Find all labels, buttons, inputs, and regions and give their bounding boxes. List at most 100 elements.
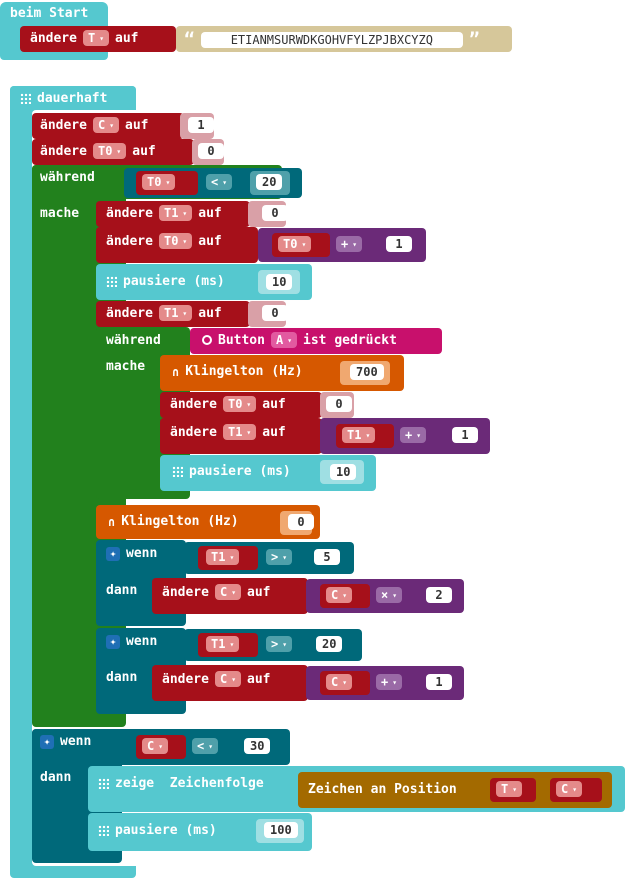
button-pressed-block[interactable] (190, 328, 442, 354)
var-dropdown-c[interactable]: C ▾ (92, 117, 120, 133)
headphones-icon: ∩ (108, 514, 116, 529)
to-label: auf (125, 117, 149, 133)
pause-label: pausiere (ms) (189, 464, 291, 479)
set-label: ändere (30, 30, 77, 46)
while-label: während (40, 170, 95, 185)
if-label: wenn (126, 634, 158, 649)
do-label: mache (40, 206, 80, 221)
set-label: ändere (170, 424, 217, 440)
number-input[interactable]: 2 (426, 587, 452, 603)
then-label: dann (106, 670, 138, 685)
number-input[interactable]: 5 (314, 549, 340, 565)
to-label: auf (132, 143, 156, 159)
set-label: ändere (40, 143, 87, 159)
to-label: auf (262, 396, 286, 412)
to-label: auf (198, 233, 222, 249)
grid-icon (98, 825, 109, 836)
tone-label: Klingelton (Hz) (121, 514, 239, 529)
gear-icon[interactable]: ✦ (106, 634, 120, 649)
operator-dropdown[interactable]: + ▾ (376, 674, 403, 690)
gear-icon[interactable]: ✦ (106, 546, 120, 561)
operator-dropdown[interactable]: + ▾ (336, 236, 363, 252)
number-input[interactable]: 20 (256, 174, 283, 190)
operator-dropdown[interactable]: > ▾ (266, 549, 293, 565)
quote-open-icon: “ (184, 29, 195, 50)
var-dropdown-t0[interactable]: T0 ▾ (158, 233, 193, 249)
set-label: ändere (170, 396, 217, 412)
forever-label: dauerhaft (37, 91, 108, 106)
number-input[interactable]: 0 (288, 514, 314, 530)
operator-dropdown[interactable]: < ▾ (192, 738, 219, 754)
to-label: auf (198, 205, 222, 221)
to-label: auf (262, 424, 286, 440)
set-label: ändere (40, 117, 87, 133)
number-input[interactable]: 20 (316, 636, 343, 652)
if-label: wenn (60, 734, 92, 749)
set-label: ändere (106, 305, 153, 321)
if-label: wenn (126, 546, 158, 561)
var-dropdown-c[interactable]: C ▾ (326, 674, 353, 690)
number-input[interactable]: 0 (262, 205, 288, 221)
operator-dropdown[interactable]: + ▾ (400, 427, 427, 443)
var-dropdown-t0[interactable]: T0 ▾ (142, 174, 176, 190)
var-dropdown-t1[interactable]: T1 ▾ (206, 549, 240, 565)
button-dropdown[interactable]: A ▾ (270, 332, 298, 348)
number-input[interactable]: 1 (452, 427, 478, 443)
gear-icon[interactable]: ✦ (40, 734, 54, 749)
pause-label: pausiere (ms) (115, 823, 217, 838)
to-label: auf (247, 584, 271, 600)
set-label: ändere (162, 671, 209, 687)
operator-dropdown[interactable]: < ▾ (206, 174, 233, 190)
on-start-label: beim Start (10, 6, 89, 21)
show-string-label: zeige Zeichenfolge (115, 776, 264, 791)
set-label: ändere (106, 205, 153, 221)
var-dropdown-t[interactable]: T ▾ (496, 781, 523, 797)
string-input[interactable]: ETIANMSURWDKGOHVFYLZPJBXCYZQ (200, 31, 463, 48)
set-label: ändere (106, 233, 153, 249)
number-input[interactable]: 0 (198, 143, 224, 159)
grid-icon (98, 778, 109, 789)
to-label: auf (115, 30, 139, 46)
number-input[interactable]: 10 (266, 274, 293, 290)
var-dropdown-t1[interactable]: T1 ▾ (206, 636, 240, 652)
var-dropdown-t0[interactable]: T0 ▾ (278, 236, 312, 252)
operator-dropdown[interactable]: > ▾ (266, 636, 293, 652)
grid-icon (20, 93, 31, 104)
var-dropdown-c[interactable]: C ▾ (214, 671, 242, 687)
var-dropdown-t1[interactable]: T1 ▾ (222, 424, 257, 440)
pressed-label: ist gedrückt (303, 332, 397, 348)
var-dropdown-c[interactable]: C ▾ (556, 781, 583, 797)
set-label: ändere (162, 584, 209, 600)
var-dropdown-t1[interactable]: T1 ▾ (158, 205, 193, 221)
var-dropdown-t1[interactable]: T1 ▾ (158, 305, 193, 321)
number-input[interactable]: 10 (330, 464, 357, 480)
while-label: während (106, 333, 161, 348)
var-dropdown-t[interactable]: T ▾ (82, 30, 110, 46)
number-input[interactable]: 1 (188, 117, 214, 133)
var-dropdown-c[interactable]: C ▾ (142, 738, 169, 754)
operator-dropdown[interactable]: × ▾ (376, 587, 403, 603)
var-dropdown-t0[interactable]: T0 ▾ (222, 396, 257, 412)
number-input[interactable]: 1 (386, 236, 412, 252)
headphones-icon: ∩ (172, 364, 180, 379)
number-input[interactable]: 100 (264, 822, 298, 838)
grid-icon (106, 276, 117, 287)
number-input[interactable]: 30 (244, 738, 271, 754)
to-label: auf (198, 305, 222, 321)
number-input[interactable]: 1 (426, 674, 452, 690)
then-label: dann (106, 583, 138, 598)
number-input[interactable]: 0 (262, 305, 288, 321)
tone-label: Klingelton (Hz) (185, 364, 303, 379)
var-dropdown-t1[interactable]: T1 ▾ (342, 427, 376, 443)
quote-close-icon: ” (468, 29, 480, 50)
then-label: dann (40, 770, 72, 785)
do-label: mache (106, 359, 146, 374)
var-dropdown-c[interactable]: C ▾ (326, 587, 353, 603)
to-label: auf (247, 671, 271, 687)
var-dropdown-t0[interactable]: T0 ▾ (92, 143, 127, 159)
number-input[interactable]: 0 (326, 396, 352, 412)
number-input[interactable]: 700 (350, 364, 384, 380)
button-label: Button (218, 332, 265, 348)
var-dropdown-c[interactable]: C ▾ (214, 584, 242, 600)
grid-icon (172, 466, 183, 477)
